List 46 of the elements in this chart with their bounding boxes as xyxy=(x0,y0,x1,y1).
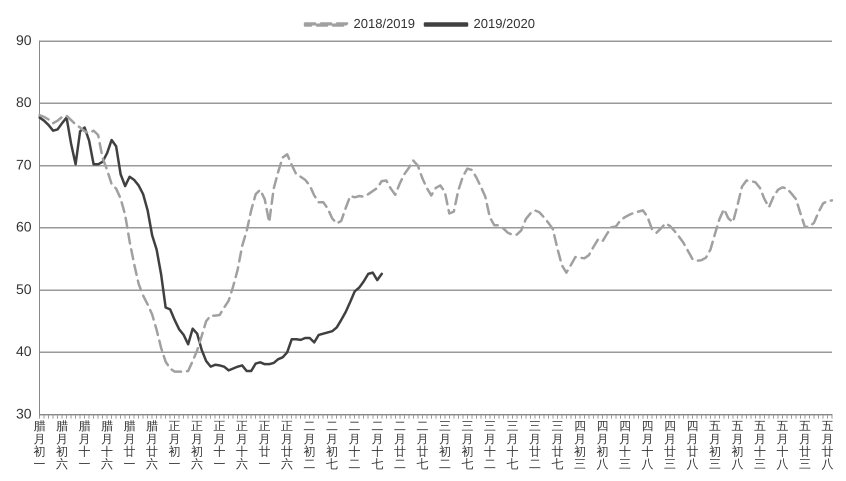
y-tick-label: 60 xyxy=(16,218,32,235)
y-tick-label: 30 xyxy=(16,405,32,422)
x-tick-label: 腊月廿六 xyxy=(146,419,158,472)
x-tick-label: 三月十二 xyxy=(484,419,496,472)
x-tick-label: 三月廿七 xyxy=(551,419,564,472)
x-tick-label: 四月十八 xyxy=(641,419,654,472)
x-tick-label: 正月初六 xyxy=(191,419,204,472)
x-tick-label: 五月廿八 xyxy=(822,419,834,472)
y-tick-label: 50 xyxy=(16,280,32,297)
x-tick-label: 五月初八 xyxy=(731,419,744,472)
x-tick-label: 正月初一 xyxy=(168,419,181,472)
x-tick-label: 正月十六 xyxy=(236,419,248,472)
x-tick-label: 正月廿一 xyxy=(258,419,271,472)
legend-label: 2019/2020 xyxy=(474,16,535,32)
x-tick-label: 五月十三 xyxy=(754,419,766,472)
x-tick-label: 四月初八 xyxy=(596,419,608,472)
y-tick-label: 80 xyxy=(16,94,32,110)
x-tick-label: 腊月廿一 xyxy=(124,419,136,472)
x-tick-label: 三月初七 xyxy=(461,419,474,472)
x-tick-label: 四月廿三 xyxy=(664,419,676,472)
x-tick-label: 二月廿七 xyxy=(416,419,428,472)
x-tick-label: 五月初三 xyxy=(708,419,721,472)
x-tick-label: 正月十一 xyxy=(214,419,226,472)
x-tick-label: 四月初三 xyxy=(574,419,586,472)
y-tick-label: 90 xyxy=(16,32,32,48)
x-tick-label: 四月十三 xyxy=(618,419,631,472)
y-tick-label: 40 xyxy=(16,343,32,360)
legend-label: 2018/2019 xyxy=(354,16,415,32)
line-series xyxy=(38,114,834,373)
x-tick-label: 腊月十一 xyxy=(78,419,91,472)
x-tick-label: 腊月十六 xyxy=(101,419,114,472)
x-tick-label: 二月初七 xyxy=(326,419,338,472)
x-tick-label: 二月十二 xyxy=(348,419,361,472)
x-tick-label: 三月十七 xyxy=(506,419,518,472)
x-tick-label: 五月廿三 xyxy=(798,419,811,472)
x-tick-label: 三月初二 xyxy=(438,419,451,472)
x-tick-label: 四月廿八 xyxy=(686,419,698,472)
x-tick-label: 二月初二 xyxy=(304,419,316,472)
y-tick-label: 70 xyxy=(16,156,32,172)
x-tick-label: 腊月初一 xyxy=(34,419,46,472)
x-tick-label: 二月廿二 xyxy=(394,419,406,472)
x-tick-label: 五月十八 xyxy=(776,419,788,472)
x-tick-label: 三月廿二 xyxy=(528,419,541,472)
x-tick-label: 二月十七 xyxy=(371,419,384,472)
x-tick-label: 正月廿六 xyxy=(281,419,294,472)
x-tick-label: 腊月初六 xyxy=(56,419,68,472)
